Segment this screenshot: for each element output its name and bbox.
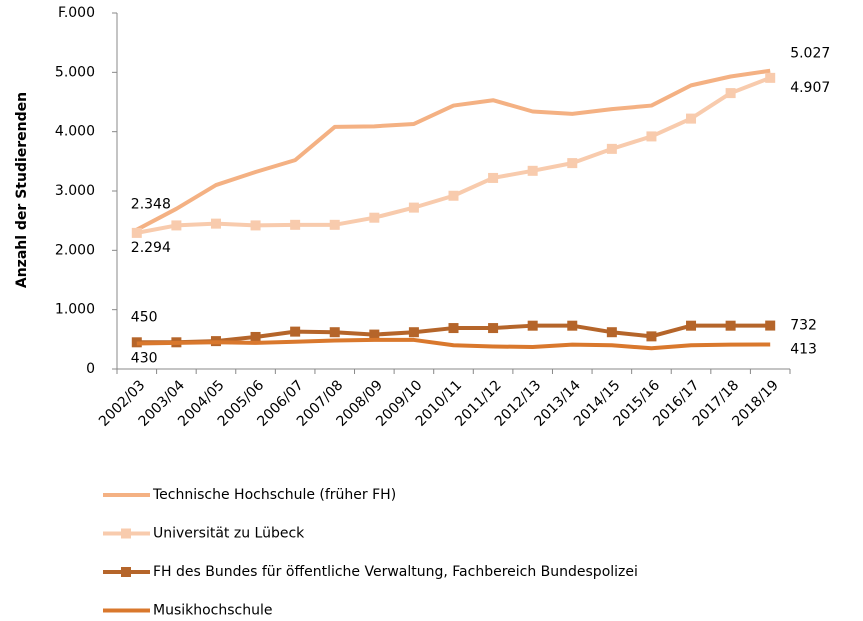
data-label: 450	[131, 309, 158, 325]
y-tick-label: 5.000	[55, 64, 95, 80]
point-marker	[646, 131, 657, 142]
point-marker	[290, 219, 301, 230]
point-marker	[408, 202, 419, 213]
point-marker	[527, 320, 538, 331]
legend-label: Musikhochschule	[153, 603, 273, 619]
point-marker	[686, 113, 697, 124]
point-marker	[210, 218, 221, 229]
point-marker	[567, 158, 578, 169]
legend-label: FH des Bundes für öffentliche Verwaltung…	[153, 564, 638, 580]
point-marker	[606, 143, 617, 154]
data-label: 430	[131, 350, 158, 366]
point-marker	[448, 323, 459, 334]
y-tick-label: 1.000	[55, 302, 95, 318]
y-tick-label: 0	[86, 361, 95, 377]
legend-label: Universität zu Lübeck	[153, 526, 305, 542]
point-marker	[567, 320, 578, 331]
point-marker	[171, 220, 182, 231]
series-line	[136, 337, 771, 351]
legend-marker	[121, 528, 131, 539]
point-marker	[329, 219, 340, 230]
y-tick-label: F.000	[58, 5, 95, 21]
series-line	[136, 75, 771, 235]
legend-marker	[121, 567, 131, 577]
data-label: 5.027	[790, 46, 830, 62]
point-marker	[725, 88, 736, 99]
point-marker	[448, 190, 459, 201]
y-tick-label: 3.000	[55, 183, 95, 199]
point-marker	[765, 320, 776, 331]
y-tick-label: 4.000	[55, 124, 95, 140]
series-line	[135, 68, 771, 232]
data-label: 2.348	[131, 197, 171, 213]
point-marker	[488, 172, 499, 183]
point-marker	[606, 327, 617, 338]
point-marker	[686, 320, 697, 331]
point-marker	[329, 327, 340, 338]
point-marker	[290, 326, 301, 337]
point-marker	[250, 220, 261, 231]
point-marker	[369, 212, 380, 223]
data-label: 732	[790, 318, 817, 334]
y-tick-label: 2.000	[55, 242, 95, 258]
point-marker	[646, 331, 657, 342]
point-marker	[250, 331, 261, 342]
point-marker	[369, 329, 380, 340]
data-label: 2.294	[131, 240, 171, 256]
data-label: 4.907	[790, 80, 830, 96]
data-label: 413	[790, 341, 817, 357]
point-marker	[131, 227, 142, 238]
point-marker	[408, 327, 419, 338]
legend-label: Technische Hochschule (früher FH)	[152, 487, 396, 503]
point-marker	[488, 323, 499, 334]
point-marker	[527, 165, 538, 176]
point-marker	[725, 320, 736, 331]
y-axis-label: Anzahl der Studierenden	[14, 92, 30, 288]
point-marker	[765, 72, 776, 83]
